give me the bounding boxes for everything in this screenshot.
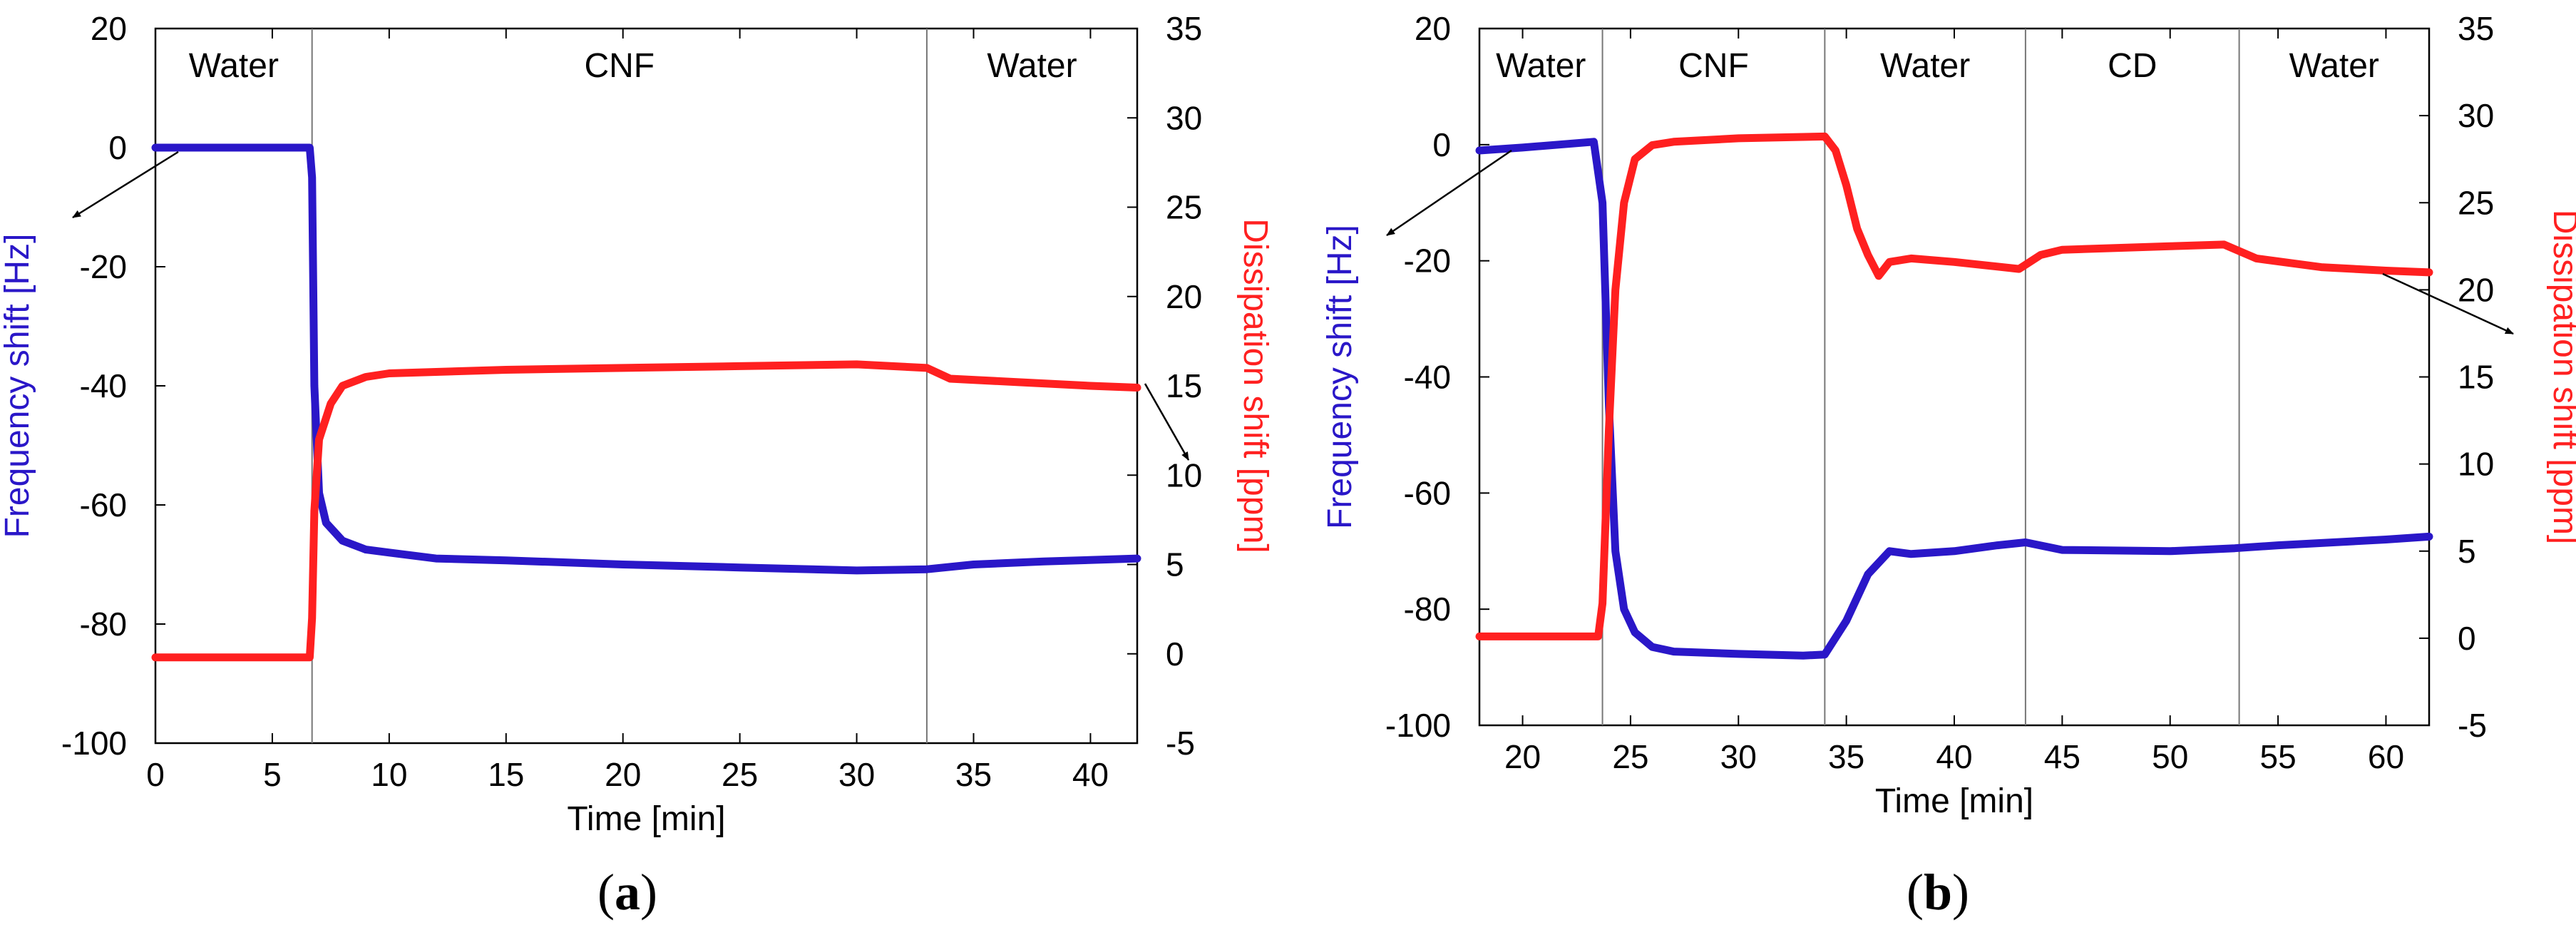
x-tick-label: 30: [838, 756, 875, 793]
x-tick-label: 20: [605, 756, 641, 793]
annotation-arrow: [2382, 272, 2514, 335]
panel-label-close: ): [1952, 864, 1969, 921]
x-tick-label: 35: [955, 756, 992, 793]
y-right-tick-label: 10: [1166, 456, 1202, 494]
y-right-tick-label: 5: [1166, 546, 1184, 583]
dissipation-shift-line: [151, 360, 1141, 662]
x-tick-label: 60: [2368, 738, 2404, 775]
y-left-tick-label: 20: [91, 10, 127, 47]
x-axis-title: Time [min]: [567, 800, 725, 838]
y-left-tick-label: -60: [80, 486, 127, 523]
plot-frame: [154, 27, 1139, 745]
plot-frame: [1478, 27, 2431, 727]
frequency-shift-line: [151, 143, 1141, 575]
y-right-tick-label: 15: [1166, 367, 1202, 404]
y-right-tick-label: 10: [2458, 446, 2494, 483]
y-left-tick-label: -40: [1404, 359, 1451, 396]
y-left-tick-label: -20: [80, 248, 127, 285]
y-right-axis-title: Dissipation shift [ppm]: [1236, 218, 1274, 553]
region-label: CNF: [1678, 47, 1749, 85]
y-right-tick-label: 15: [2458, 359, 2494, 396]
region-label: Water: [987, 47, 1077, 85]
x-tick-label: 45: [2044, 738, 2080, 775]
annotation-arrow: [1144, 383, 1190, 461]
region-label: Water: [1496, 47, 1586, 85]
panel-label: (a): [597, 864, 657, 921]
y-left-tick-label: -80: [1404, 591, 1451, 628]
y-right-axis-title: Dissipation shift [ppm]: [2546, 210, 2576, 545]
x-tick-label: 25: [1612, 738, 1648, 775]
y-right-tick-label: 30: [2458, 97, 2494, 134]
panel-label-open: (: [1907, 864, 1924, 921]
y-right-tick-label: 30: [1166, 99, 1202, 136]
y-right-tick-label: 35: [2458, 10, 2494, 47]
region-label: CD: [2108, 47, 2157, 85]
y-left-tick-label: -100: [61, 725, 127, 762]
annotation-arrow: [72, 150, 179, 219]
y-right-tick-label: 25: [2458, 184, 2494, 221]
x-tick-label: 15: [488, 756, 524, 793]
panel-label-open: (: [597, 864, 615, 921]
y-left-tick-label: 0: [108, 129, 127, 166]
x-tick-label: 40: [1072, 756, 1109, 793]
panel-label-letter: a: [615, 864, 640, 921]
region-label: CNF: [584, 47, 655, 85]
x-axis-title: Time [min]: [1875, 782, 2033, 820]
x-tick-label: 35: [1828, 738, 1864, 775]
panel-label-letter: b: [1924, 864, 1952, 921]
x-tick-label: 25: [722, 756, 758, 793]
panel-a: Water CNF Water 0 5 10 15 20 25 30 35 40 -100 -80 -60 -…: [0, 10, 1274, 921]
x-tick-label: 40: [1936, 738, 1972, 775]
y-left-tick-label: -80: [80, 605, 127, 643]
y-right-tick-label: 25: [1166, 189, 1202, 226]
x-tick-label: 20: [1504, 738, 1541, 775]
y-right-tick-label: -5: [1166, 725, 1195, 762]
x-tick-label: 55: [2260, 738, 2297, 775]
x-tick-label: 10: [371, 756, 407, 793]
region-label: Water: [189, 47, 279, 85]
y-left-tick-label: -40: [80, 367, 127, 404]
y-right-tick-label: 0: [1166, 635, 1184, 673]
y-right-tick-label: 20: [1166, 278, 1202, 315]
x-tick-label: 0: [146, 756, 165, 793]
panel-label-close: ): [640, 864, 657, 921]
annotation-arrow: [1386, 149, 1512, 237]
y-left-tick-label: 0: [1432, 126, 1451, 163]
y-left-tick-label: 20: [1415, 10, 1451, 47]
x-tick-label: 50: [2152, 738, 2188, 775]
y-right-tick-label: 35: [1166, 10, 1202, 47]
x-tick-label: 30: [1720, 738, 1757, 775]
y-left-axis-title: Frequency shift [Hz]: [0, 234, 36, 538]
region-label: Water: [1880, 47, 1970, 85]
panel-label: (b): [1907, 864, 1969, 921]
y-right-tick-label: 20: [2458, 271, 2494, 308]
x-tick-label: 5: [263, 756, 282, 793]
y-left-tick-label: -100: [1385, 707, 1451, 744]
y-left-tick-label: -20: [1404, 242, 1451, 280]
y-right-tick-label: 5: [2458, 533, 2476, 570]
dissipation-shift-line: [1475, 132, 2433, 640]
y-right-tick-label: 0: [2458, 620, 2476, 657]
y-left-tick-label: -60: [1404, 474, 1451, 511]
y-right-tick-label: -5: [2458, 707, 2487, 744]
y-left-axis-title: Frequency shift [Hz]: [1321, 225, 1359, 529]
region-label: Water: [2289, 47, 2379, 85]
